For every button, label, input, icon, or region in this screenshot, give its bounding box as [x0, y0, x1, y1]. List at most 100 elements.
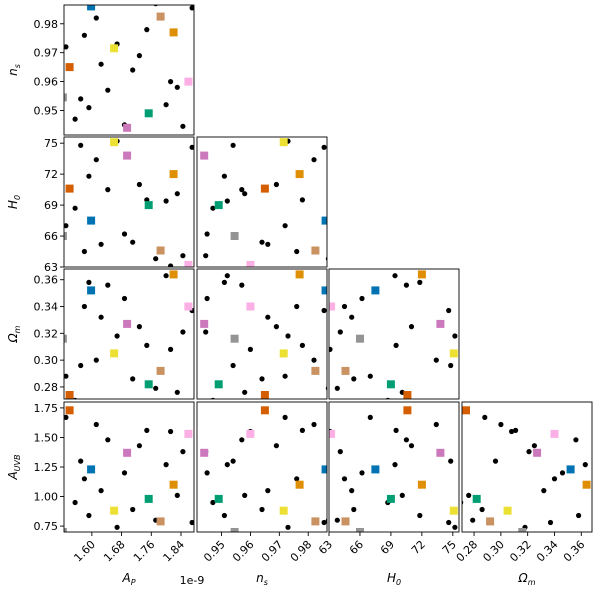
highlight-square — [123, 319, 132, 328]
sample-point — [105, 187, 111, 193]
highlight-square — [64, 93, 67, 102]
y-tick-label: 1.00 — [34, 491, 59, 504]
highlight-square — [321, 465, 327, 474]
highlight-square — [230, 232, 239, 240]
sample-point — [321, 144, 327, 150]
y-tick-label: 0.28 — [34, 381, 59, 394]
sample-point — [153, 256, 159, 262]
highlight-square — [65, 406, 74, 415]
sample-point — [98, 61, 104, 67]
highlight-square — [386, 380, 395, 389]
sample-point — [204, 295, 210, 302]
highlight-square — [582, 480, 591, 489]
sample-point — [163, 198, 169, 204]
highlight-square — [123, 123, 132, 132]
x-tick-label: 63 — [316, 538, 335, 557]
axis-label-main: n — [6, 68, 20, 76]
highlight-square — [184, 302, 193, 311]
sample-point — [136, 53, 142, 59]
highlight-square — [462, 406, 470, 415]
sample-point — [311, 357, 317, 363]
sample-point — [334, 385, 340, 391]
panel-H0-vs-Om — [328, 268, 460, 400]
panel-points — [64, 270, 194, 399]
highlight-square — [295, 480, 304, 489]
sample-point — [78, 96, 84, 102]
sample-point — [136, 324, 142, 330]
sample-point — [239, 282, 245, 288]
panel-H0-vs-AUVB: 63 66 69 72 75 — [316, 401, 460, 557]
sample-point — [105, 282, 111, 288]
sample-point — [299, 197, 305, 203]
highlight-square — [214, 201, 223, 210]
highlight-square — [279, 349, 288, 358]
sample-point — [168, 428, 174, 435]
y-tick-label: 1.50 — [34, 431, 59, 444]
sample-point — [174, 84, 180, 90]
sample-point — [224, 198, 230, 204]
sample-point — [98, 488, 104, 494]
y-tick-label: 0.98 — [34, 18, 59, 31]
y-tick-label: 66 — [44, 230, 58, 243]
sample-point — [359, 295, 365, 302]
panel-AP-vs-H0: 63 66 69 72 75 — [44, 136, 195, 274]
sample-point — [285, 524, 291, 530]
sample-point — [242, 389, 248, 395]
sample-point — [403, 282, 409, 288]
sample-point — [180, 123, 186, 129]
panel-points — [329, 270, 458, 399]
x-tick-label: 0.32 — [507, 538, 534, 565]
sample-point — [470, 517, 476, 523]
sample-point — [242, 191, 248, 197]
sample-point — [351, 376, 357, 382]
y-tick-label: 1.25 — [34, 461, 59, 474]
sample-point — [163, 462, 169, 468]
panel-AP-vs-AUVB: 0.75 1.00 1.25 1.50 1.75 1.60 1.68 1.76 1.84 1e-9 — [34, 401, 204, 587]
y-tick-label: 0.97 — [34, 47, 59, 60]
sample-point — [210, 499, 216, 506]
sample-point — [329, 346, 333, 352]
highlight-square — [156, 366, 165, 375]
sample-point — [509, 428, 515, 435]
sample-point — [285, 333, 291, 339]
y-tick-label: 72 — [44, 168, 58, 181]
highlight-square — [230, 334, 239, 343]
sample-point — [72, 205, 78, 211]
sample-point — [180, 253, 186, 259]
highlight-square — [403, 406, 412, 415]
sample-point — [136, 443, 142, 449]
sample-point — [448, 458, 454, 464]
x-tick-label: 0.30 — [480, 538, 507, 565]
x-tick-label: 69 — [378, 538, 397, 557]
highlight-square — [64, 232, 67, 240]
x-tick-label: 0.28 — [454, 538, 481, 565]
highlight-square — [341, 366, 350, 375]
sample-point — [259, 376, 265, 382]
panel-AP-vs-ns: 0.95 0.96 0.97 0.98 — [34, 4, 195, 136]
sample-point — [547, 519, 554, 526]
sample-point — [180, 449, 186, 455]
sample-point — [349, 314, 355, 320]
x-tick-label: 72 — [409, 538, 428, 557]
sample-point — [105, 437, 111, 443]
y-tick-label: 1.75 — [34, 402, 59, 415]
sample-point — [433, 421, 439, 428]
sample-point — [239, 187, 245, 193]
y-tick-label: 0.32 — [34, 327, 59, 340]
sample-point — [452, 333, 458, 339]
sample-point — [81, 32, 87, 38]
sample-point — [189, 5, 194, 11]
sample-point — [189, 144, 194, 150]
highlight-square — [417, 480, 426, 489]
x-tick-label: 1.68 — [101, 538, 128, 565]
sample-point — [576, 512, 582, 519]
sample-point — [93, 157, 99, 163]
axis-label-subscript: P — [131, 578, 136, 587]
sample-point — [337, 329, 343, 335]
sample-point — [448, 362, 454, 369]
sample-point — [72, 499, 78, 506]
highlight-square — [214, 380, 223, 389]
highlight-square — [449, 506, 458, 515]
y-tick-label: 0.75 — [34, 520, 59, 533]
